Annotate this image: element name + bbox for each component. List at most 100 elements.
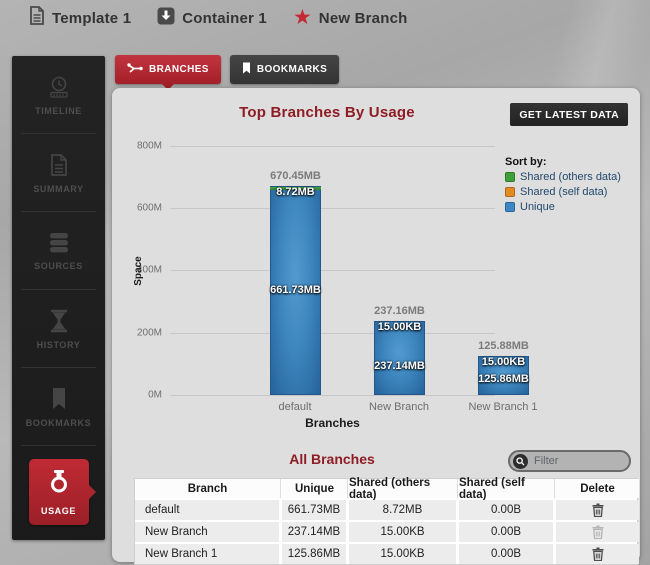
- branch-name-cell: New Branch: [135, 522, 281, 542]
- bar-shared-label: 15.00KB: [481, 356, 526, 368]
- tab-bookmarks-label: BOOKMARKS: [256, 64, 328, 75]
- filter-field: [508, 450, 631, 472]
- y-axis-tick: 0M: [148, 389, 162, 401]
- container-name: Container 1: [182, 9, 267, 27]
- chart-legend: Sort by: Shared (others data) Shared (se…: [505, 156, 621, 216]
- bar-shared-label: 15.00KB: [377, 321, 422, 333]
- bar-total-label: 237.16MB: [374, 305, 425, 317]
- bar-total-label: 125.88MB: [478, 340, 529, 352]
- delete-branch-button[interactable]: [592, 547, 604, 561]
- branches-table: Branch Unique Shared (others data) Share…: [134, 477, 639, 565]
- table-row: default 661.73MB 8.72MB 0.00B: [135, 500, 639, 520]
- sidebar-item-usage[interactable]: USAGE: [28, 459, 96, 525]
- search-icon: [513, 453, 528, 469]
- sidebar: TIMELINE SUMMARY SOURCES HISTORY BOOKMAR…: [12, 56, 105, 540]
- usage-gauge-icon: [47, 469, 71, 500]
- y-axis-label: Space: [133, 255, 145, 286]
- delete-branch-button[interactable]: [592, 525, 604, 539]
- y-axis-tick: 600M: [136, 202, 162, 214]
- green-swatch-icon: [505, 172, 515, 182]
- legend-item-unique[interactable]: Unique: [505, 201, 621, 213]
- y-axis-tick: 400M: [136, 264, 162, 276]
- unique-cell: 125.86MB: [282, 544, 348, 564]
- x-axis-tick: New Branch 1: [468, 401, 538, 413]
- legend-label: Unique: [520, 201, 555, 213]
- legend-label: Shared (self data): [520, 186, 608, 198]
- table-row: New Branch 1 125.86MB 15.00KB 0.00B: [135, 544, 639, 564]
- legend-item-shared-self[interactable]: Shared (self data): [505, 186, 621, 198]
- breadcrumb-template[interactable]: Template 1: [29, 6, 131, 30]
- template-name: Template 1: [52, 9, 132, 27]
- branch-name-cell: default: [135, 500, 281, 520]
- bookmark-icon: [242, 62, 251, 77]
- sidebar-item-history[interactable]: HISTORY: [12, 290, 105, 368]
- bar-chart: 800M 600M 400M 200M 0M Space 670.45MB 8.…: [133, 141, 537, 431]
- x-axis-tick: New Branch: [369, 401, 429, 413]
- shared-others-cell: 15.00KB: [349, 544, 458, 564]
- breadcrumb-branch[interactable]: ★ New Branch: [292, 5, 408, 29]
- sidebar-item-sources[interactable]: SOURCES: [12, 212, 105, 290]
- legend-label: Shared (others data): [520, 171, 621, 183]
- bar-shared-label: 8.72MB: [276, 186, 315, 198]
- column-header-delete: Delete: [556, 479, 639, 498]
- table-row: New Branch 237.14MB 15.00KB 0.00B: [135, 522, 639, 542]
- tab-bar: BRANCHES BOOKMARKS: [115, 55, 340, 90]
- shared-self-cell: 0.00B: [459, 500, 555, 520]
- sidebar-item-bookmarks[interactable]: BOOKMARKS: [12, 368, 105, 446]
- breadcrumb: Template 1 Container 1 ★ New Branch: [0, 0, 650, 36]
- y-axis-tick: 200M: [136, 327, 162, 339]
- sidebar-item-summary[interactable]: SUMMARY: [12, 134, 105, 212]
- bar-unique-label: 237.14MB: [374, 360, 425, 372]
- shared-self-cell: 0.00B: [459, 544, 555, 564]
- bar-default[interactable]: 670.45MB 8.72MB 661.73MB: [270, 170, 321, 395]
- sidebar-label: HISTORY: [36, 339, 81, 350]
- sidebar-item-timeline[interactable]: TIMELINE: [12, 56, 105, 134]
- blue-swatch-icon: [505, 202, 515, 212]
- document-icon: [29, 6, 45, 30]
- sidebar-label: USAGE: [40, 505, 76, 516]
- history-hourglass-icon: [48, 309, 70, 333]
- tab-branches[interactable]: BRANCHES: [115, 55, 221, 90]
- bar-new-branch[interactable]: 237.16MB 15.00KB 237.14MB: [374, 305, 425, 395]
- get-latest-data-button[interactable]: GET LATEST DATA: [510, 103, 628, 126]
- gridline: [170, 270, 495, 271]
- gridline: [170, 208, 495, 209]
- shared-others-cell: 8.72MB: [349, 500, 458, 520]
- breadcrumb-container[interactable]: Container 1: [157, 7, 267, 30]
- branch-star-icon: ★: [292, 5, 312, 29]
- sidebar-label: TIMELINE: [35, 105, 82, 116]
- shared-others-cell: 15.00KB: [349, 522, 458, 542]
- table-header-row: Branch Unique Shared (others data) Share…: [135, 477, 639, 501]
- gridline: [170, 333, 495, 334]
- column-header-shared-self: Shared (self data): [459, 477, 555, 501]
- tab-branches-label: BRANCHES: [149, 64, 209, 75]
- sources-database-icon: [47, 232, 71, 254]
- x-axis-tick: default: [278, 401, 312, 413]
- container-icon: [157, 7, 175, 30]
- orange-swatch-icon: [505, 187, 515, 197]
- y-axis-tick: 800M: [136, 140, 162, 152]
- bar-unique-label: 661.73MB: [270, 284, 321, 297]
- legend-item-shared-others[interactable]: Shared (others data): [505, 171, 621, 183]
- bar-total-label: 670.45MB: [270, 170, 321, 182]
- branch-name-cell: New Branch 1: [135, 544, 281, 564]
- shared-self-cell: 0.00B: [459, 522, 555, 542]
- summary-document-icon: [48, 153, 70, 177]
- bar-new-branch-1[interactable]: 125.88MB 15.00KB 125.86MB: [478, 340, 529, 395]
- delete-branch-button[interactable]: [592, 503, 604, 517]
- column-header-branch: Branch: [135, 479, 281, 498]
- filter-input[interactable]: [528, 455, 623, 467]
- branch-name: New Branch: [318, 9, 408, 27]
- sidebar-label: BOOKMARKS: [25, 417, 92, 428]
- shared-others-segment: [270, 187, 321, 190]
- bar-unique-label: 125.86MB: [478, 373, 529, 385]
- unique-cell: 237.14MB: [282, 522, 348, 542]
- chart-title: Top Branches By Usage: [239, 104, 415, 121]
- column-header-shared-others: Shared (others data): [349, 477, 458, 501]
- branch-icon: [127, 62, 143, 77]
- sidebar-label: SOURCES: [34, 260, 83, 271]
- column-header-unique: Unique: [282, 479, 348, 498]
- usage-panel: Top Branches By Usage GET LATEST DATA 80…: [112, 88, 640, 565]
- timeline-clock-icon: [47, 75, 71, 99]
- tab-bookmarks[interactable]: BOOKMARKS: [229, 55, 340, 84]
